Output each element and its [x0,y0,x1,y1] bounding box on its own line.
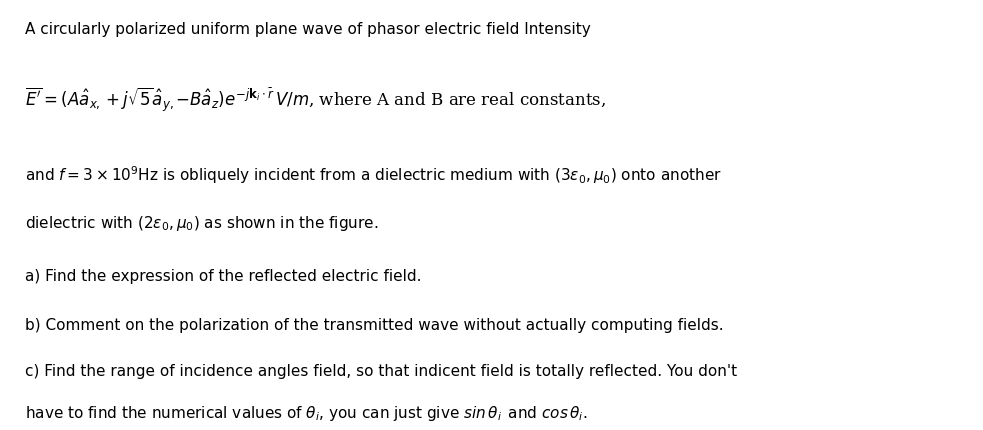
Text: have to find the numerical values of $\theta_i$, you can just give $\mathit{sin}: have to find the numerical values of $\t… [25,403,587,422]
Text: $\overline{E'} = (A\hat{a}_{x,} + j\sqrt{5}\hat{a}_{y,}{-}B\hat{a}_z)e^{-j\mathb: $\overline{E'} = (A\hat{a}_{x,} + j\sqrt… [25,86,606,114]
Text: and $f = 3 \times 10^9$Hz is obliquely incident from a dielectric medium with $(: and $f = 3 \times 10^9$Hz is obliquely i… [25,164,722,186]
Text: b) Comment on the polarization of the transmitted wave without actually computin: b) Comment on the polarization of the tr… [25,317,723,332]
Text: dielectric with $(2\varepsilon_0, \mu_0)$ as shown in the figure.: dielectric with $(2\varepsilon_0, \mu_0)… [25,213,378,232]
Text: A circularly polarized uniform plane wave of phasor electric field Intensity: A circularly polarized uniform plane wav… [25,22,591,37]
Text: c) Find the range of incidence angles field, so that indicent field is totally r: c) Find the range of incidence angles fi… [25,363,736,378]
Text: a) Find the expression of the reflected electric field.: a) Find the expression of the reflected … [25,269,421,284]
